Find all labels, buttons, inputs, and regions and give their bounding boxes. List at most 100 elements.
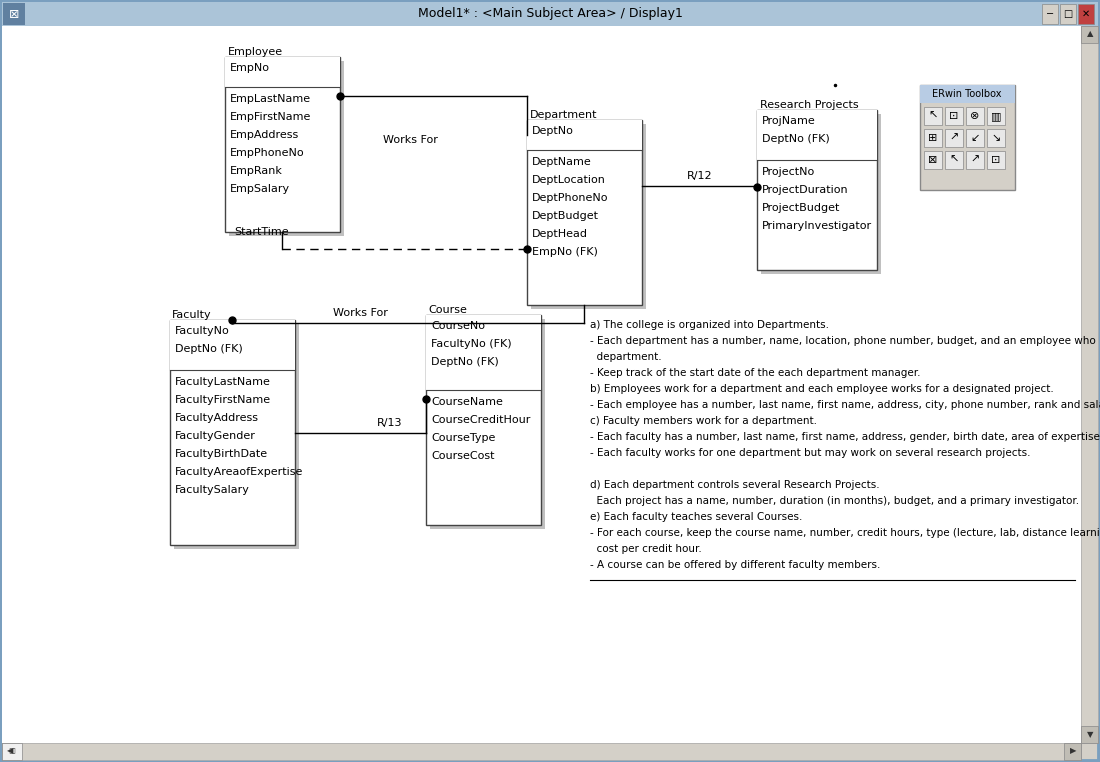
Bar	[987, 107, 1005, 125]
Bar	[1064, 743, 1081, 760]
Text: ▲: ▲	[1087, 30, 1093, 39]
Text: EmpFirstName: EmpFirstName	[230, 112, 311, 122]
Text: FacultyNo: FacultyNo	[175, 326, 230, 336]
Text: Research Projects: Research Projects	[760, 100, 859, 110]
Bar	[945, 151, 962, 169]
Text: - Each faculty has a number, last name, first name, address, gender, birth date,: - Each faculty has a number, last name, …	[590, 432, 1100, 442]
Text: EmpAddress: EmpAddress	[230, 130, 299, 139]
Text: DeptNo (FK): DeptNo (FK)	[762, 134, 829, 144]
Text: CourseName: CourseName	[431, 397, 503, 407]
Text: Department: Department	[530, 110, 597, 120]
Bar	[1060, 4, 1076, 24]
Text: a) The college is organized into Departments.: a) The college is organized into Departm…	[590, 320, 829, 330]
Text: Employee: Employee	[228, 47, 283, 57]
Text: ↖: ↖	[928, 111, 937, 121]
Text: FacultySalary: FacultySalary	[175, 485, 250, 495]
Bar	[531, 124, 646, 309]
Text: FacultyGender: FacultyGender	[175, 431, 256, 440]
Text: ◻: ◻	[9, 747, 15, 755]
Text: e) Each faculty teaches several Courses.: e) Each faculty teaches several Courses.	[590, 512, 802, 522]
Text: ⊡: ⊡	[949, 111, 959, 121]
Text: ↖: ↖	[949, 155, 959, 165]
Bar	[920, 85, 1015, 103]
Bar	[966, 129, 984, 147]
Bar	[945, 129, 962, 147]
Text: DeptNo (FK): DeptNo (FK)	[175, 344, 243, 354]
Bar	[1081, 26, 1098, 743]
Bar	[966, 107, 984, 125]
Text: ProjectDuration: ProjectDuration	[762, 184, 848, 195]
Text: ProjectBudget: ProjectBudget	[762, 203, 840, 213]
Text: ⊗: ⊗	[970, 111, 980, 121]
Bar	[2, 743, 19, 760]
Text: DeptName: DeptName	[532, 157, 592, 167]
Text: CourseNo: CourseNo	[431, 321, 485, 331]
Text: ◀: ◀	[7, 747, 13, 755]
Text: −: −	[1046, 9, 1054, 19]
Text: Works For: Works For	[383, 135, 438, 145]
Text: ⊠: ⊠	[9, 8, 20, 21]
Bar	[2, 743, 1081, 760]
Text: R/12: R/12	[688, 171, 713, 181]
Text: EmpNo: EmpNo	[230, 62, 270, 73]
Text: cost per credit hour.: cost per credit hour.	[590, 544, 702, 554]
Text: ▶: ▶	[1069, 747, 1076, 755]
Text: d) Each department controls several Research Projects.: d) Each department controls several Rese…	[590, 480, 880, 490]
Text: □: □	[1064, 9, 1072, 19]
Text: CourseCreditHour: CourseCreditHour	[431, 415, 530, 424]
Bar	[426, 315, 541, 525]
Bar	[426, 315, 541, 390]
Text: c) Faculty members work for a department.: c) Faculty members work for a department…	[590, 416, 817, 426]
Text: FacultyAreaofExpertise: FacultyAreaofExpertise	[175, 466, 304, 477]
Text: ⊠: ⊠	[928, 155, 937, 165]
Text: ↗: ↗	[970, 155, 980, 165]
Text: Faculty: Faculty	[172, 310, 211, 320]
Bar	[924, 107, 942, 125]
Text: ProjName: ProjName	[762, 116, 816, 126]
Text: FacultyLastName: FacultyLastName	[175, 376, 271, 386]
Bar	[987, 129, 1005, 147]
Bar	[430, 319, 544, 529]
Text: - Keep track of the start date of the each department manager.: - Keep track of the start date of the ea…	[590, 368, 921, 378]
Bar	[170, 320, 295, 370]
Text: ▼: ▼	[1087, 731, 1093, 739]
Text: ▥: ▥	[991, 111, 1001, 121]
Text: ERwin Toolbox: ERwin Toolbox	[933, 89, 1002, 99]
Text: FacultyAddress: FacultyAddress	[175, 413, 258, 423]
Text: ↘: ↘	[991, 133, 1001, 143]
Bar	[1042, 4, 1058, 24]
Bar	[3, 3, 25, 25]
Text: EmpSalary: EmpSalary	[230, 184, 290, 194]
Bar	[527, 120, 642, 150]
Text: ⊞: ⊞	[928, 133, 937, 143]
Text: EmpNo (FK): EmpNo (FK)	[532, 247, 598, 257]
Text: ProjectNo: ProjectNo	[762, 167, 815, 177]
Bar	[174, 324, 299, 549]
Text: Model1* : <Main Subject Area> / Display1: Model1* : <Main Subject Area> / Display1	[418, 8, 682, 21]
Text: StartTime: StartTime	[234, 227, 289, 237]
Text: CourseCost: CourseCost	[431, 450, 495, 461]
Text: Each project has a name, number, duration (in months), budget, and a primary inv: Each project has a name, number, duratio…	[590, 496, 1079, 506]
Bar	[2, 2, 1098, 26]
Bar	[170, 320, 295, 545]
Text: EmpPhoneNo: EmpPhoneNo	[230, 148, 305, 158]
Bar	[226, 57, 340, 232]
Text: - Each department has a number, name, location, phone number, budget, and an emp: - Each department has a number, name, lo…	[590, 336, 1100, 346]
Text: - Each employee has a number, last name, first name, address, city, phone number: - Each employee has a number, last name,…	[590, 400, 1100, 410]
Text: CourseType: CourseType	[431, 433, 495, 443]
Text: ↗: ↗	[949, 133, 959, 143]
Bar	[920, 85, 1015, 190]
Text: b) Employees work for a department and each employee works for a designated proj: b) Employees work for a department and e…	[590, 384, 1054, 394]
Bar	[1081, 26, 1098, 43]
Text: FacultyFirstName: FacultyFirstName	[175, 395, 271, 405]
Bar	[924, 129, 942, 147]
Bar	[2, 743, 22, 760]
Bar	[757, 110, 877, 160]
Text: Course: Course	[428, 305, 466, 315]
Bar	[761, 114, 881, 274]
Text: FacultyBirthDate: FacultyBirthDate	[175, 449, 268, 459]
Bar	[924, 151, 942, 169]
Bar	[1081, 726, 1098, 743]
Text: ✕: ✕	[1082, 9, 1090, 19]
Text: R/13: R/13	[377, 418, 403, 428]
